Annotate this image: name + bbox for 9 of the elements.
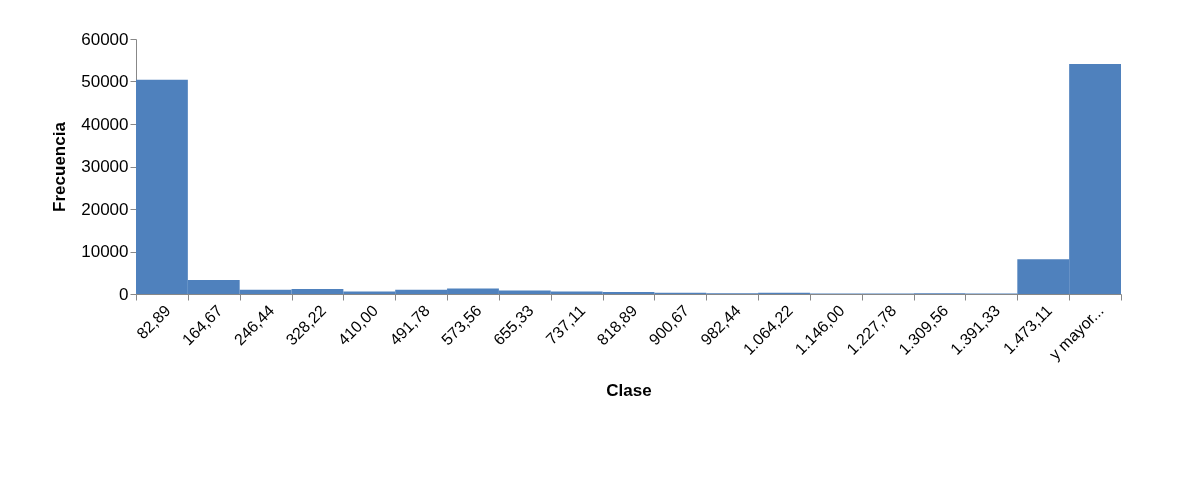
y-tick-label: 20000 <box>81 199 129 219</box>
y-tick-label: 40000 <box>81 114 129 134</box>
y-tick-label: 10000 <box>81 242 129 261</box>
y-tick-label: 60000 <box>81 29 129 49</box>
y-axis-title: Frecuencia <box>50 121 70 212</box>
y-tick-label: 30000 <box>81 157 129 176</box>
y-tick-label: 0 <box>119 284 129 304</box>
x-axis-title: Clase <box>606 380 652 400</box>
y-tick-label: 50000 <box>81 72 129 91</box>
